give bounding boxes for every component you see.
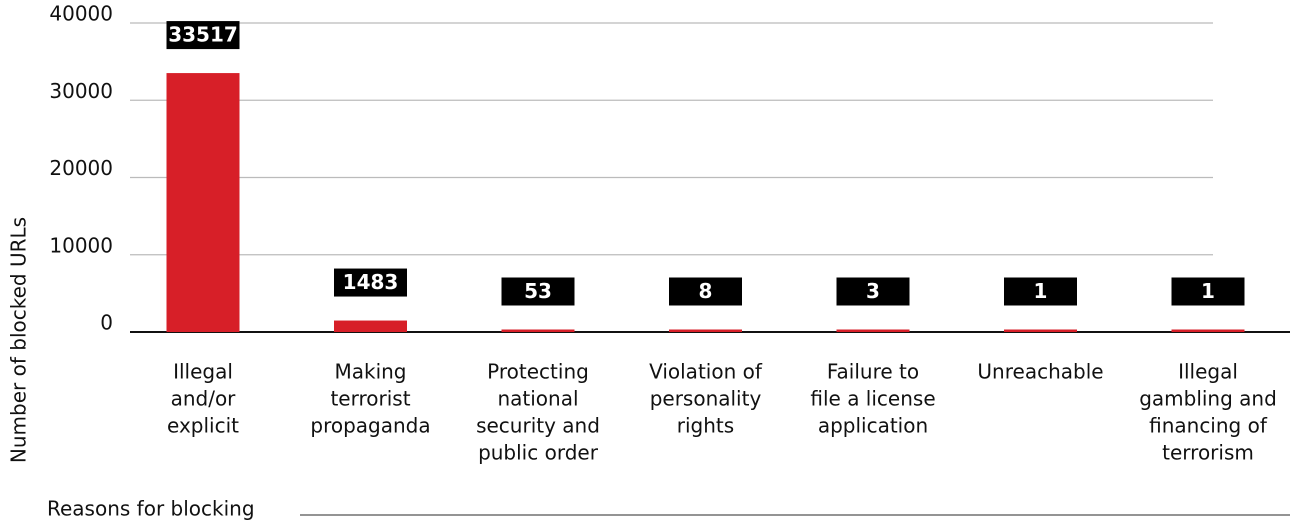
y-tick-label: 20000 <box>49 156 113 180</box>
value-label: 3 <box>866 279 880 303</box>
x-tick-label: Illegal <box>173 360 233 384</box>
x-tick-label: and/or <box>171 387 237 411</box>
y-tick-label: 0 <box>100 311 113 335</box>
x-axis-title: Reasons for blocking <box>47 497 255 521</box>
value-label: 33517 <box>168 23 238 47</box>
x-tick-label: Making <box>334 360 406 384</box>
x-tick-label: Violation of <box>649 360 763 384</box>
bar <box>334 320 407 332</box>
x-tick-label: public order <box>478 441 599 465</box>
value-label-box <box>166 21 240 50</box>
value-label: 1483 <box>343 270 399 294</box>
value-label: 8 <box>699 279 713 303</box>
x-tick-label: explicit <box>167 414 239 438</box>
value-label-box <box>501 277 575 306</box>
x-tick-label: Illegal <box>1178 360 1238 384</box>
bar <box>1004 329 1077 332</box>
bar <box>501 329 575 332</box>
bar <box>669 329 742 332</box>
value-label-box <box>1004 277 1077 306</box>
x-tick-label: personality <box>650 387 762 411</box>
x-tick-label: gambling and <box>1139 387 1277 411</box>
x-tick-label: terrorism <box>1162 441 1254 465</box>
x-tick-label: propaganda <box>310 414 430 438</box>
x-tick-label: file a license <box>810 387 935 411</box>
x-tick-label: security and <box>476 414 600 438</box>
value-label: 1 <box>1201 279 1215 303</box>
value-label-box <box>669 277 742 306</box>
x-tick-label: Failure to <box>827 360 919 384</box>
value-label: 53 <box>524 279 552 303</box>
x-tick-label: Protecting <box>487 360 589 384</box>
y-tick-label: 40000 <box>49 2 113 26</box>
value-label: 1 <box>1034 279 1048 303</box>
x-tick-label: Unreachable <box>977 360 1103 384</box>
y-axis-title: Number of blocked URLs <box>7 217 31 463</box>
y-tick-label: 30000 <box>49 79 113 103</box>
bar <box>166 73 240 332</box>
bar <box>836 329 910 332</box>
x-tick-label: national <box>497 387 578 411</box>
y-tick-label: 10000 <box>49 233 113 257</box>
x-tick-label: rights <box>677 414 734 438</box>
x-tick-label: application <box>818 414 928 438</box>
x-tick-label: financing of <box>1149 414 1268 438</box>
bar <box>1171 329 1245 332</box>
value-label-box <box>334 268 407 297</box>
value-label-box <box>1171 277 1245 306</box>
x-tick-label: terrorist <box>330 387 410 411</box>
value-label-box <box>836 277 910 306</box>
